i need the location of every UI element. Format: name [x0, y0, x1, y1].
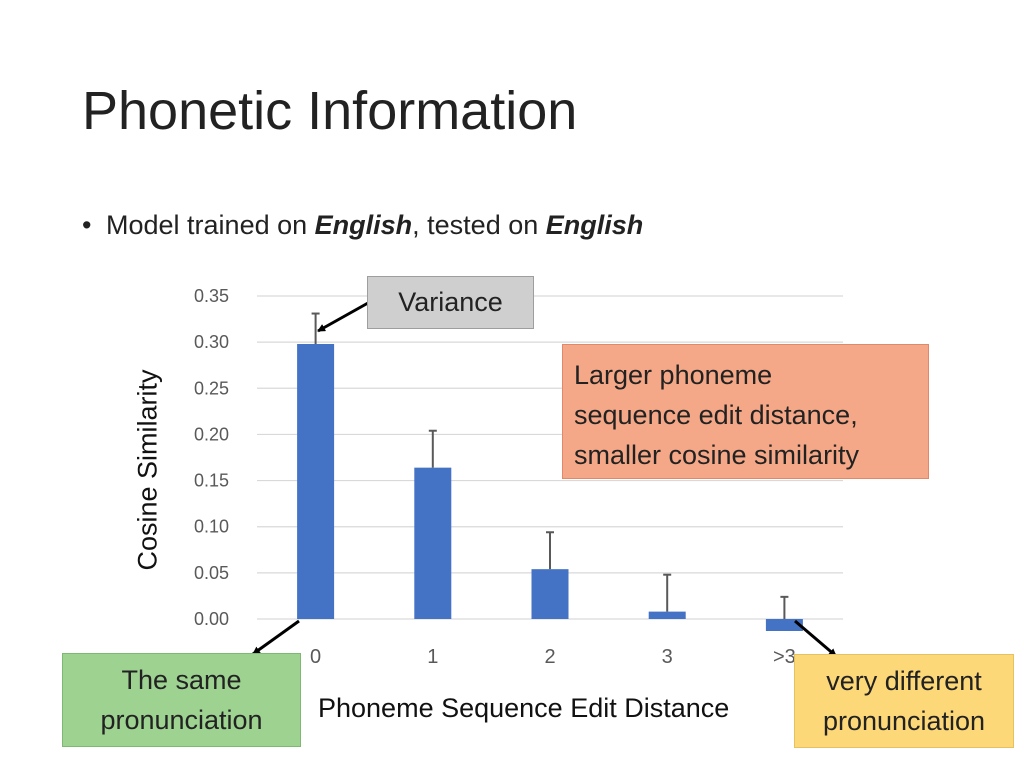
bar: [414, 467, 452, 619]
x-tick-label: 0: [310, 646, 321, 668]
arrows: [252, 301, 837, 658]
x-tick-label: 2: [544, 646, 555, 668]
same-pronunciation-callout: The same pronunciation: [62, 653, 301, 747]
y-tick-label: 0.30: [194, 332, 229, 352]
different-pronunciation-arrow: [794, 619, 837, 658]
bar: [297, 343, 335, 619]
larger-distance-callout: Larger phoneme sequence edit distance, s…: [562, 344, 929, 479]
y-tick-label: 0.05: [194, 563, 229, 583]
x-tick-label: 1: [427, 646, 438, 668]
variance-arrow: [317, 301, 369, 333]
bar: [648, 611, 686, 619]
callout-line: pronunciation: [100, 705, 263, 735]
bullet-middle: , tested on: [412, 210, 546, 240]
y-tick-label: 0.10: [194, 517, 229, 537]
bullet-train-language: English: [314, 210, 413, 240]
y-tick-label: 0.00: [194, 609, 229, 629]
same-pronunciation-arrow: [252, 619, 300, 656]
y-tick-label: 0.35: [194, 286, 229, 306]
callout-line: smaller cosine similarity: [574, 440, 860, 470]
bullet-prefix: Model trained on: [106, 210, 315, 240]
bar: [765, 619, 803, 631]
x-tick-label: 3: [662, 646, 673, 668]
error-bars: [311, 312, 789, 619]
x-tick-label: >3: [773, 646, 796, 668]
callout-line: Larger phoneme: [574, 360, 773, 390]
x-axis-label: Phoneme Sequence Edit Distance: [318, 693, 730, 723]
y-axis-label: Cosine Similarity: [132, 369, 163, 571]
callout-line: sequence edit distance,: [574, 400, 858, 430]
bullet-test-language: English: [545, 210, 644, 240]
bullet-dot: •: [82, 210, 92, 240]
callout-line: pronunciation: [822, 706, 986, 736]
y-tick-label: 0.20: [194, 424, 229, 444]
y-tick-label: 0.25: [194, 378, 229, 398]
different-pronunciation-callout: very different pronunciation: [794, 654, 1014, 748]
variance-callout: Variance: [367, 276, 534, 329]
bars: [297, 343, 803, 631]
callout-line: The same: [121, 665, 242, 695]
y-tick-label: 0.15: [194, 471, 229, 491]
tick-labels: 0.00 0.05 0.10 0.15 0.20 0.25 0.30 0.35 0 1 2 3 >3: [194, 286, 796, 668]
slide-title: Phonetic Information: [82, 81, 578, 141]
bar: [531, 569, 569, 619]
bullet-point: • Model trained on English, tested on Eng…: [82, 210, 643, 241]
callout-line: very different: [826, 666, 982, 696]
